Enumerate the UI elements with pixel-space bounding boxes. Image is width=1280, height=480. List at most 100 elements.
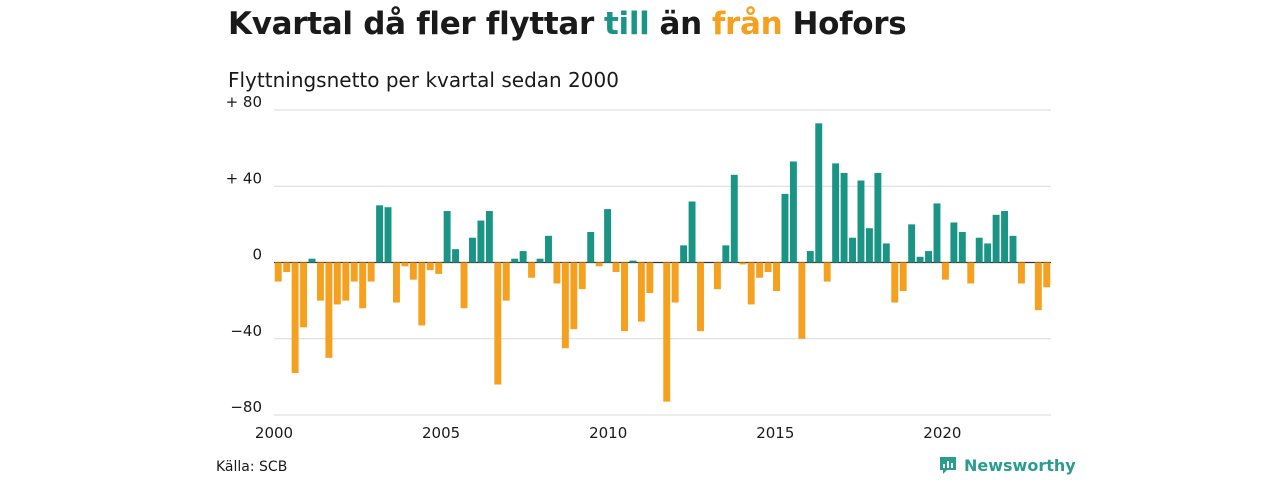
- bar: [418, 262, 426, 326]
- bar: [697, 262, 704, 332]
- x-tick-label: 2005: [422, 424, 460, 442]
- bar: [333, 262, 341, 305]
- bar: [713, 262, 721, 290]
- x-tick-label: 2000: [255, 424, 293, 442]
- bar: [680, 245, 688, 263]
- bar: [891, 262, 899, 303]
- bar: [612, 262, 620, 273]
- bar: [874, 172, 882, 263]
- bar: [941, 262, 949, 280]
- bar: [916, 256, 924, 263]
- bar: [815, 123, 823, 263]
- bars: [274, 123, 1051, 402]
- bar: [967, 262, 975, 284]
- bar: [367, 262, 375, 282]
- x-tick-label: 2010: [589, 424, 627, 442]
- title-part-3: Hofors: [792, 6, 907, 42]
- bar: [773, 262, 780, 292]
- bar: [325, 262, 333, 358]
- bar: [646, 262, 654, 293]
- bar: [578, 262, 586, 290]
- bar: [460, 262, 468, 309]
- bar: [519, 251, 527, 263]
- bar: [401, 262, 409, 267]
- bar: [283, 262, 291, 273]
- x-tick-label: 2020: [923, 424, 961, 442]
- bar: [789, 161, 797, 263]
- bar: [899, 262, 907, 292]
- bar: [992, 214, 1000, 263]
- x-tick-label: 2015: [756, 424, 794, 442]
- chart-subtitle: Flyttningsnetto per kvartal sedan 2000: [228, 68, 619, 92]
- bar: [342, 262, 350, 301]
- bar: [621, 262, 628, 332]
- bar: [671, 262, 679, 303]
- bar: [806, 251, 814, 263]
- bar: [849, 237, 856, 263]
- y-tick-label: −40: [230, 322, 262, 340]
- bar: [1034, 262, 1042, 311]
- bar: [730, 174, 738, 263]
- bar: [485, 211, 493, 263]
- bar: [975, 237, 983, 263]
- bar: [1043, 262, 1051, 288]
- bar: [350, 262, 358, 282]
- bar: [688, 201, 696, 263]
- bar: [832, 163, 840, 263]
- bar: [865, 228, 873, 263]
- bar: [308, 258, 316, 263]
- bar: [469, 237, 476, 263]
- bar: [747, 262, 755, 305]
- bar: [604, 209, 612, 263]
- bar: [1017, 262, 1025, 284]
- bar: [933, 203, 941, 263]
- bar: [528, 262, 536, 278]
- bar: [452, 249, 460, 263]
- y-tick-label: + 80: [226, 93, 262, 111]
- bar: [823, 262, 831, 282]
- title-word-in: till: [603, 6, 650, 42]
- source-note: Källa: SCB: [216, 459, 288, 475]
- bar: [376, 205, 384, 263]
- bar: [570, 262, 578, 330]
- bar: [477, 220, 485, 263]
- newsworthy-logo-icon: [940, 457, 956, 474]
- bar: [984, 243, 992, 263]
- bar: [764, 262, 772, 273]
- brand-logo: Newsworthy: [938, 455, 1076, 475]
- bar: [384, 207, 392, 263]
- bar: [545, 235, 552, 263]
- bar: [629, 260, 637, 263]
- bar: [274, 262, 282, 282]
- y-tick-label: + 40: [226, 169, 262, 187]
- bar: [587, 232, 595, 263]
- title-part-2: än: [659, 6, 702, 42]
- bar: [409, 262, 417, 280]
- bar: [502, 262, 510, 301]
- bar: [392, 262, 400, 303]
- bar: [637, 262, 645, 322]
- bar: [359, 262, 367, 309]
- bar: [925, 251, 933, 263]
- bar: [908, 224, 916, 263]
- x-axis-labels: 2000 2005 2010 2015 2020: [255, 424, 962, 442]
- bar: [435, 262, 443, 274]
- chart-title: Kvartal då fler flyttar till än från Hofors: [228, 6, 907, 42]
- bar: [443, 211, 451, 263]
- y-axis-labels: + 80 + 40 0 −40 −80: [226, 93, 262, 416]
- bar: [291, 262, 299, 374]
- bar: [536, 258, 544, 263]
- bar: [882, 243, 890, 263]
- bar: [840, 172, 848, 263]
- bar: [561, 262, 569, 349]
- bar: [739, 262, 747, 265]
- bar: [1009, 235, 1017, 263]
- bar: [958, 232, 966, 263]
- bar: [950, 222, 958, 263]
- y-tick-label: −80: [230, 398, 262, 416]
- bar: [494, 262, 502, 385]
- brand-name: Newsworthy: [964, 455, 1076, 475]
- bar: [595, 262, 603, 267]
- bar: [316, 262, 324, 301]
